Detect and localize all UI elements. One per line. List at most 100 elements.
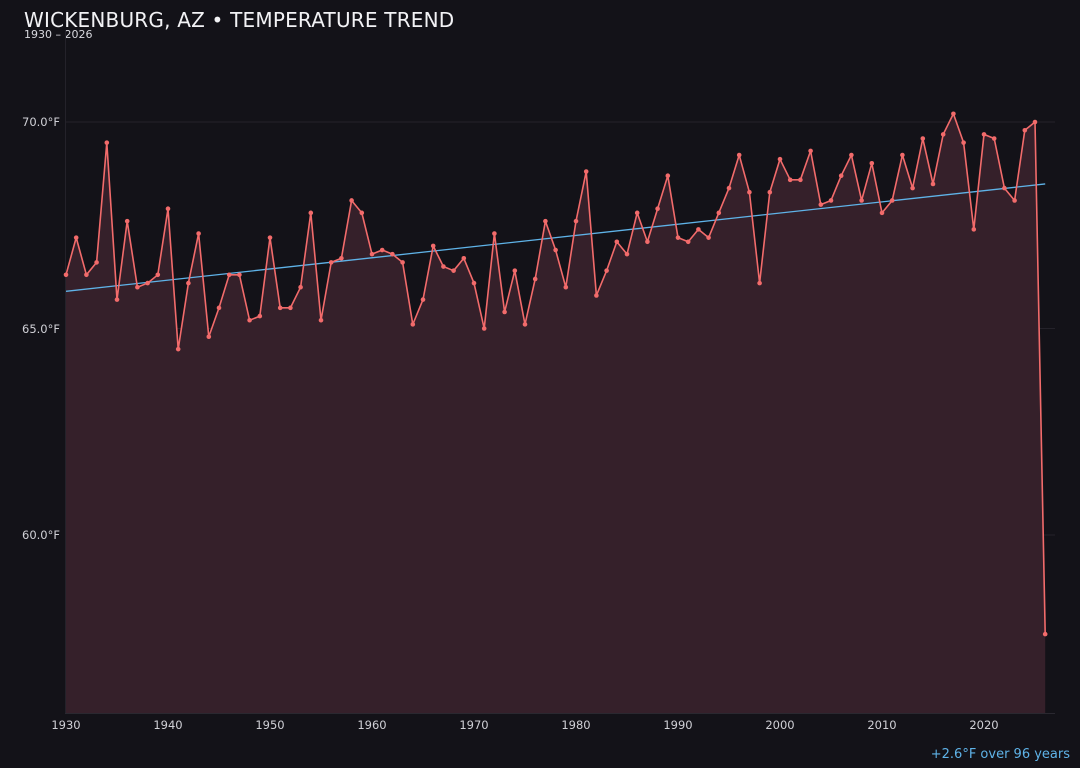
data-point [859,198,864,203]
data-point [186,280,191,286]
data-point [920,136,926,141]
data-point [951,111,956,117]
data-point [522,322,528,327]
data-point [573,218,579,224]
data-point [155,272,161,278]
data-point [1022,127,1028,133]
data-point [685,239,691,245]
data-point [216,305,222,311]
data-point [665,173,671,178]
data-point [175,346,181,352]
data-point [481,326,487,331]
data-point [1032,119,1038,125]
data-point [940,132,946,137]
data-point [328,260,334,265]
x-tick-label: 2000 [765,718,795,732]
y-tick-label: 65.0°F [22,321,60,336]
data-point [675,235,681,240]
data-point [94,260,99,265]
data-point [410,322,416,327]
data-point [900,152,905,158]
data-point [63,272,69,278]
data-point [339,255,344,261]
data-point [400,260,405,265]
data-point [726,185,732,191]
data-point [818,202,824,207]
data-point [971,227,977,232]
data-point [553,247,558,253]
data-point [736,152,742,158]
data-point [247,317,252,323]
data-point [563,284,569,290]
x-tick-label: 2020 [969,718,999,732]
x-tick-label: 1980 [561,718,591,732]
data-point [910,185,915,191]
data-point [308,210,314,216]
data-point [655,206,660,212]
trend-annotation: +2.6°F over 96 years [930,747,1070,762]
chart-title: WICKENBURG, AZ • TEMPERATURE TREND [24,8,455,32]
data-point [277,305,283,311]
data-point [767,189,773,195]
data-point [461,255,467,261]
data-point [1012,198,1017,203]
data-point [257,313,263,319]
data-point [379,247,385,253]
data-point [757,280,762,286]
data-point [73,235,79,240]
data-point [135,284,140,290]
data-point [226,272,232,278]
data-point [532,276,538,282]
data-point [706,235,711,240]
data-point [114,297,120,302]
data-point [492,231,497,236]
data-point [849,152,854,158]
data-point [787,177,793,183]
data-point [206,334,212,340]
data-point [237,272,242,278]
data-point [369,251,375,257]
data-point [604,268,609,273]
data-point [930,181,936,187]
data-point [889,198,895,203]
data-point [716,210,722,216]
data-point [879,210,885,216]
data-point [1042,631,1048,637]
y-tick-label: 60.0°F [22,528,60,542]
data-point [502,309,507,315]
data-point [777,156,783,162]
data-point [981,132,987,137]
data-point [1002,185,1007,191]
x-tick-label: 1990 [663,718,693,732]
data-point [145,280,150,286]
data-point [512,268,518,273]
data-point [420,297,426,302]
x-tick-label: 1930 [51,718,81,732]
data-point [624,251,630,257]
data-point [471,280,477,286]
data-point [288,305,293,311]
data-point [543,218,548,224]
data-point [828,198,834,203]
data-point [583,169,589,174]
data-points [63,111,1048,637]
data-point [798,177,803,183]
data-point [747,189,752,195]
data-point [696,227,701,232]
x-tick-label: 1970 [459,718,489,732]
data-point [991,136,997,141]
data-point [267,235,273,240]
data-point [359,210,365,216]
data-point [84,272,89,278]
temperature-area-fill [66,113,1046,714]
x-tick-label: 1950 [255,718,285,732]
y-tick-label: 70.0°F [22,115,60,129]
data-point [104,140,110,145]
x-tick-label: 1960 [357,718,387,732]
data-point [441,264,446,269]
x-tick-label: 1940 [153,718,183,732]
x-tick-label: 2010 [867,718,897,732]
data-point [634,210,640,216]
data-point [430,243,436,249]
